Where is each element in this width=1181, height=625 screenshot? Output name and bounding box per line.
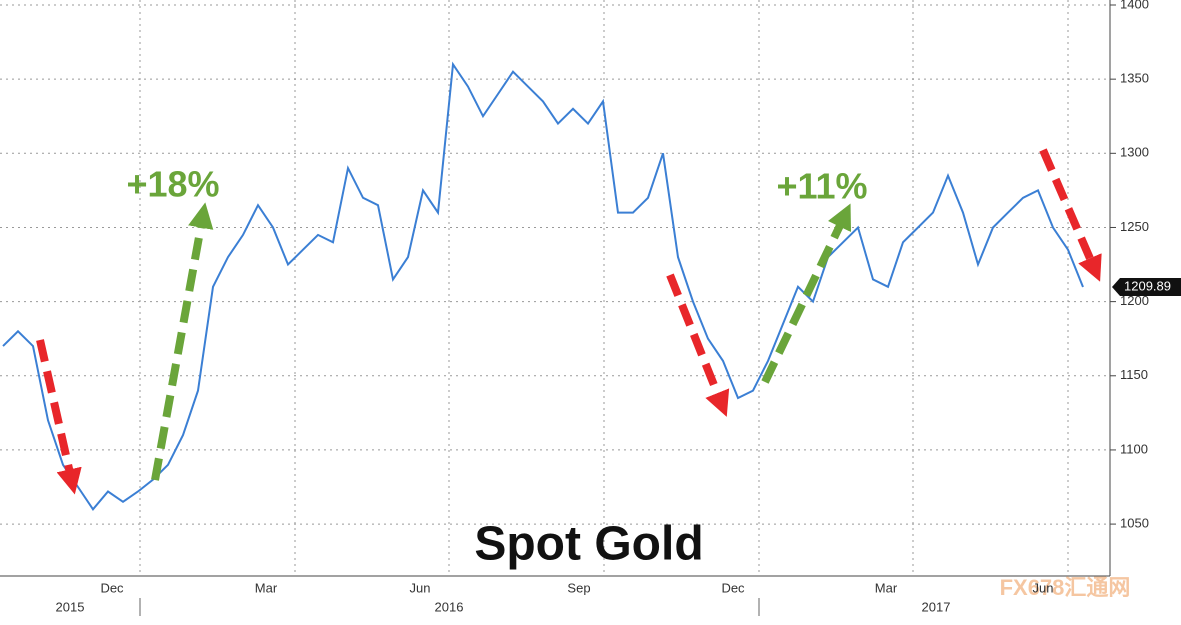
watermark: FX678汇通网 [1000, 575, 1131, 600]
x-tick-label: Mar [875, 580, 898, 595]
x-tick-label: Dec [721, 580, 745, 595]
y-tick-label: 1250 [1120, 219, 1149, 234]
x-tick-label: Dec [100, 580, 124, 595]
y-tick-label: 1200 [1120, 293, 1149, 308]
y-tick-label: 1400 [1120, 0, 1149, 11]
annotation: +18% [126, 164, 219, 205]
y-tick-label: 1350 [1120, 71, 1149, 86]
price-line [2, 61, 1084, 511]
vertical-grid [139, 0, 1069, 576]
x-tick-label: Jun [1033, 580, 1054, 595]
year-label: 2016 [435, 599, 464, 614]
chart-title: Spot Gold [474, 518, 703, 571]
y-tick-label: 1050 [1120, 516, 1149, 531]
y-tick-label: 1100 [1120, 441, 1148, 456]
arrows [36, 148, 1102, 495]
year-label: 2015 [56, 599, 85, 614]
plot [0, 4, 1110, 525]
year-label: 2017 [922, 599, 951, 614]
annotation: +11% [776, 166, 867, 207]
x-tick-label: Mar [255, 580, 278, 595]
last-value-label: 1209.89 [1124, 278, 1171, 293]
y-tick-label: 1300 [1120, 145, 1149, 160]
last-value-box [1112, 277, 1181, 296]
x-tick-label: Sep [567, 580, 590, 595]
y-tick-label: 1150 [1120, 367, 1148, 382]
x-tick-label: Jun [410, 580, 431, 595]
